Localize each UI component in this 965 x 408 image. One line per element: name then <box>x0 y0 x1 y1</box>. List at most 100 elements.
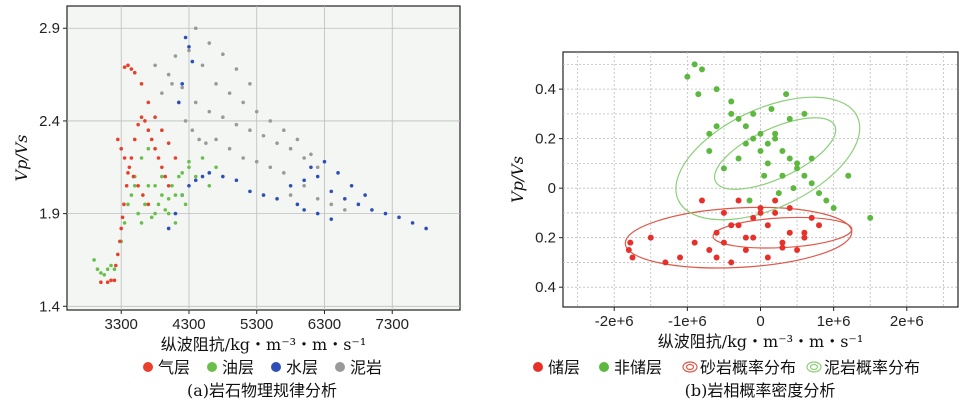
scatter-point <box>629 254 636 261</box>
panel-b-x-axis-label: 纵波阻抗/kg・m⁻³・m・s⁻¹ <box>658 332 864 351</box>
scatter-point <box>139 82 144 86</box>
scatter-point <box>156 202 161 207</box>
scatter-point <box>329 189 334 194</box>
scatter-point <box>132 184 137 188</box>
scatter-point <box>728 98 735 105</box>
scatter-point <box>764 254 771 261</box>
legend-marker <box>682 361 698 373</box>
scatter-point <box>105 280 110 284</box>
scatter-point <box>801 234 808 241</box>
scatter-point <box>808 155 815 162</box>
scatter-point <box>302 208 306 212</box>
scatter-point <box>120 215 125 220</box>
probability-ellipse <box>624 206 853 269</box>
scatter-point <box>750 214 757 221</box>
scatter-point <box>183 35 188 40</box>
scatter-point <box>329 202 334 207</box>
legend-marker <box>533 362 543 372</box>
scatter-point <box>177 174 181 179</box>
legend-marker-inner <box>809 363 819 371</box>
scatter-point <box>627 239 634 246</box>
scatter-point <box>146 100 151 105</box>
scatter-point <box>99 271 103 275</box>
scatter-point <box>214 165 218 170</box>
scatter-point <box>193 174 198 179</box>
scatter-point <box>146 128 151 132</box>
legend-label: 储层 <box>548 358 580 377</box>
probability-ellipse <box>675 96 861 221</box>
scatter-point <box>109 278 113 283</box>
scatter-point <box>746 197 753 204</box>
scatter-point <box>706 130 713 137</box>
scatter-point <box>735 115 742 122</box>
scatter-point <box>207 171 212 175</box>
scatter-point <box>160 91 164 95</box>
scatter-point <box>823 197 830 204</box>
scatter-point <box>728 222 735 229</box>
scatter-point <box>153 115 157 120</box>
x-tick-label: 4300 <box>172 316 205 333</box>
scatter-point <box>126 63 130 68</box>
scatter-point <box>315 174 320 179</box>
scatter-point <box>122 202 126 207</box>
y-tick-label: 0.4 <box>535 279 556 296</box>
scatter-point <box>143 119 147 123</box>
legend-marker <box>599 362 609 372</box>
scatter-point <box>119 146 124 151</box>
scatter-point <box>166 72 171 77</box>
scatter-point <box>750 135 757 142</box>
scatter-point <box>153 63 157 68</box>
scatter-point <box>728 259 735 266</box>
scatter-point <box>713 86 720 93</box>
x-tick-label: 2e+6 <box>890 313 924 330</box>
scatter-point <box>207 41 212 45</box>
scatter-point <box>764 140 771 147</box>
panel-b-points <box>625 61 874 266</box>
scatter-point <box>275 141 279 145</box>
scatter-point <box>720 239 727 246</box>
scatter-point <box>116 137 120 142</box>
scatter-point <box>193 26 198 31</box>
scatter-point <box>695 91 702 98</box>
scatter-point <box>288 193 293 197</box>
scatter-point <box>662 259 669 266</box>
scatter-point <box>221 52 225 56</box>
scatter-point <box>173 211 178 216</box>
panel-a-points <box>92 26 428 284</box>
y-tick-label: 2.4 <box>39 113 60 130</box>
panel-b-x-ticks: -2e+6 -1e+6 0 1e+6 2e+6 <box>595 307 924 330</box>
scatter-point <box>116 252 120 257</box>
scatter-point <box>193 178 198 183</box>
scatter-point <box>801 229 808 236</box>
scatter-point <box>698 197 705 204</box>
legend-marker <box>207 362 217 372</box>
panel-b-y-ticks: 0.4 0.2 0 0.2 0.4 <box>535 81 563 296</box>
scatter-point <box>234 178 239 183</box>
panel-a-y-axis-label: Vp/Vs <box>12 135 31 182</box>
y-tick-label: 1.9 <box>39 206 60 223</box>
legend-label: 砂岩概率分布 <box>700 358 796 377</box>
scatter-point <box>750 110 757 117</box>
scatter-point <box>170 82 174 86</box>
scatter-point <box>808 214 815 221</box>
scatter-point <box>160 165 164 170</box>
scatter-point <box>200 63 205 68</box>
scatter-point <box>302 184 306 188</box>
panel-b-probability-ellipses <box>624 96 861 269</box>
scatter-point <box>248 189 252 194</box>
scatter-point <box>309 152 313 157</box>
scatter-point <box>794 247 801 254</box>
scatter-point <box>684 73 691 80</box>
panel-a-grid <box>67 6 460 310</box>
panel-a-x-ticks: 3300 4300 5300 6300 7300 <box>105 310 409 333</box>
scatter-point <box>214 137 218 142</box>
scatter-point <box>779 172 786 179</box>
legend-label: 气层 <box>158 358 190 377</box>
scatter-point <box>801 110 808 117</box>
scatter-point <box>132 70 137 75</box>
scatter-point <box>295 137 300 142</box>
scatter-point <box>315 211 320 216</box>
scatter-point <box>119 226 124 231</box>
scatter-point <box>801 172 808 179</box>
scatter-point <box>268 165 273 170</box>
